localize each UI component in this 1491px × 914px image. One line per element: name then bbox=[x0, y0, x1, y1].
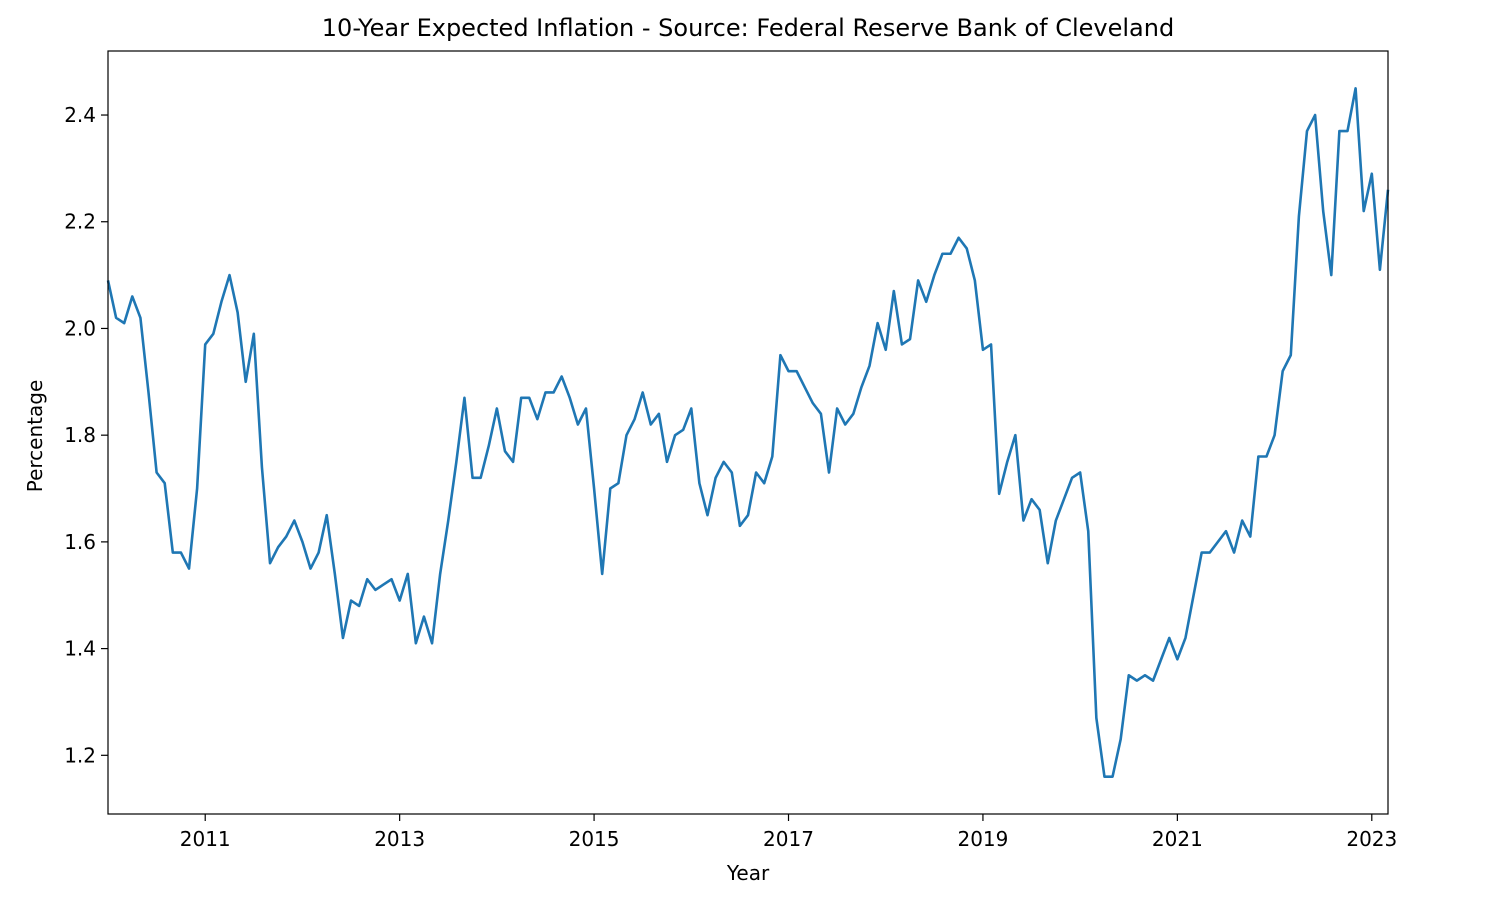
y-tick-label: 2.2 bbox=[64, 210, 96, 234]
y-tick-label: 2.0 bbox=[64, 316, 96, 340]
y-tick-label: 1.2 bbox=[64, 743, 96, 767]
x-axis: 2011 2013 2015 2017 2019 2021 2023 bbox=[180, 814, 1397, 851]
y-axis: 1.2 1.4 1.6 1.8 2.0 2.2 2.4 bbox=[64, 103, 108, 767]
x-tick-label: 2011 bbox=[180, 827, 231, 851]
x-tick-label: 2013 bbox=[374, 827, 425, 851]
plot-frame bbox=[107, 50, 1389, 815]
series-line-0 bbox=[106, 87, 1390, 778]
x-tick-label: 2021 bbox=[1152, 827, 1203, 851]
y-axis-title: Percentage bbox=[23, 380, 47, 493]
y-tick-label: 2.4 bbox=[64, 103, 96, 127]
chart-title: 10-Year Expected Inflation - Source: Fed… bbox=[322, 14, 1174, 42]
x-tick-label: 2015 bbox=[569, 827, 620, 851]
x-tick-label: 2017 bbox=[763, 827, 814, 851]
y-tick-label: 1.6 bbox=[64, 530, 96, 554]
y-tick-label: 1.8 bbox=[64, 423, 96, 447]
y-tick-label: 1.4 bbox=[64, 637, 96, 661]
plot-area bbox=[108, 51, 1388, 814]
x-tick-label: 2023 bbox=[1346, 827, 1397, 851]
x-axis-title: Year bbox=[726, 861, 770, 885]
x-tick-label: 2019 bbox=[957, 827, 1008, 851]
series-layer bbox=[106, 87, 1390, 778]
